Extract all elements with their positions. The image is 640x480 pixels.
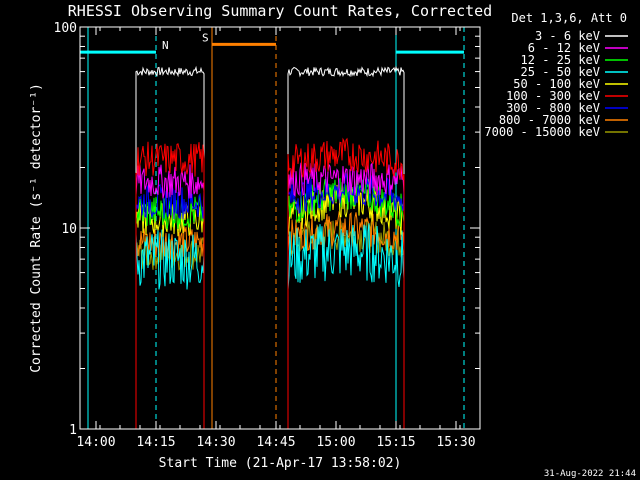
series-1	[135, 161, 405, 429]
legend-title: Det 1,3,6, Att 0	[511, 11, 627, 25]
legend-label: 50 - 100 keV	[513, 77, 600, 91]
legend-label: 300 - 800 keV	[506, 101, 600, 115]
y-axis: 1 10 100	[54, 21, 480, 438]
legend-label: 100 - 300 keV	[506, 89, 600, 103]
x-tick-label: 15:30	[436, 435, 475, 450]
legend-label: 800 - 7000 keV	[499, 113, 600, 127]
x-tick-label: 14:00	[76, 435, 115, 450]
y-tick-label: 100	[54, 21, 77, 36]
series-line	[135, 228, 205, 429]
chart-title: RHESSI Observing Summary Count Rates, Co…	[68, 2, 492, 20]
series-line	[135, 235, 205, 429]
series-5	[135, 137, 405, 429]
legend-label: 12 - 25 keV	[521, 53, 600, 67]
series-group	[135, 65, 405, 429]
series-3	[135, 223, 405, 429]
x-tick-label: 15:15	[376, 435, 415, 450]
legend-label: 7000 - 15000 keV	[484, 125, 600, 139]
x-tick-label: 14:15	[136, 435, 175, 450]
series-line	[135, 65, 205, 429]
y-axis-label: Corrected Count Rate (s⁻¹ detector⁻¹)	[29, 83, 44, 373]
legend-label: 25 - 50 keV	[521, 65, 600, 79]
x-axis-label: Start Time (21-Apr-17 13:58:02)	[159, 456, 402, 471]
footer-date: 31-Aug-2022 21:44	[544, 469, 636, 479]
series-line	[287, 65, 405, 429]
y-tick-label: 10	[61, 222, 77, 237]
series-line	[287, 137, 405, 429]
series-line	[287, 223, 405, 429]
series-line	[135, 164, 205, 429]
series-line	[287, 173, 405, 429]
series-line	[135, 195, 205, 429]
x-tick-label: 14:30	[196, 435, 235, 450]
series-line	[135, 141, 205, 429]
x-tick-label: 15:00	[316, 435, 355, 450]
y-tick-label: 1	[69, 423, 77, 438]
legend-label: 3 - 6 keV	[535, 29, 600, 43]
legend-label: 6 - 12 keV	[528, 41, 600, 55]
series-0	[135, 65, 405, 429]
marker-label: S	[202, 31, 209, 44]
x-axis: 14:00 14:15 14:30 14:45 15:00 15:15 15:30	[76, 27, 481, 450]
series-line	[287, 161, 405, 429]
marker-label: N	[162, 39, 169, 52]
x-tick-label: 14:45	[256, 435, 295, 450]
